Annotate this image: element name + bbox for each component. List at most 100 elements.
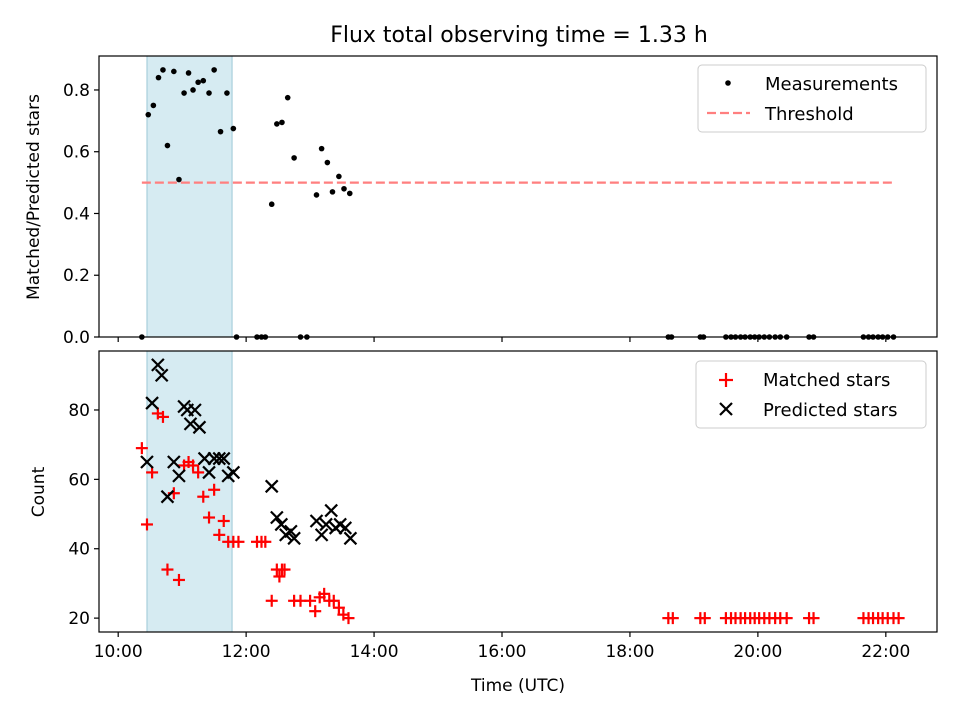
bottom-y-tick-label: 80 <box>68 401 90 421</box>
top-plot-frame <box>98 55 938 338</box>
matched-star-point <box>140 518 153 531</box>
predicted-star-point <box>167 455 181 469</box>
predicted-star-point <box>226 465 241 480</box>
legend-measurements-marker <box>725 80 731 86</box>
measurement-point <box>185 70 192 76</box>
predicted-star-point <box>284 524 298 539</box>
legend-predicted-label: Predicted stars <box>763 400 897 421</box>
top-legend: Measurements Threshold <box>697 64 927 133</box>
measurement-point <box>160 67 166 73</box>
measurement-point <box>150 102 157 109</box>
predicted-star-point <box>319 517 333 532</box>
matched-star-point <box>304 594 317 607</box>
predicted-star-point <box>343 531 358 546</box>
matched-star-point <box>161 563 174 576</box>
measurement-point <box>346 190 353 197</box>
predicted-star-point <box>287 531 301 546</box>
legend-measurements-label: Measurements <box>765 74 898 95</box>
measurement-point <box>176 176 182 183</box>
measurement-point <box>274 121 280 127</box>
matched-star-points <box>135 407 905 625</box>
predicted-star-point <box>188 403 202 417</box>
matched-star-point <box>135 442 148 455</box>
predicted-star-point <box>183 417 198 431</box>
measurement-point <box>268 201 275 208</box>
x-tick-label: 10:00 <box>94 642 143 662</box>
predicted-star-point <box>207 451 221 466</box>
predicted-star-point <box>338 521 353 535</box>
top-y-tick-label: 0.8 <box>63 81 90 101</box>
matched-star-point <box>780 612 793 625</box>
matched-star-point <box>892 612 905 625</box>
matched-star-point <box>208 483 221 496</box>
x-tick-label: 20:00 <box>733 642 782 662</box>
matched-star-point <box>197 490 210 503</box>
measurement-point <box>329 189 336 195</box>
measurement-point <box>291 155 297 161</box>
legend-predicted-marker <box>719 402 733 416</box>
bottom-y-tick-label: 40 <box>68 540 90 560</box>
matched-star-point <box>327 594 340 607</box>
bottom-y-axis-label: Count <box>29 466 49 517</box>
predicted-star-point <box>274 517 289 532</box>
predicted-star-point <box>192 420 207 435</box>
predicted-star-point <box>172 469 186 483</box>
top-panel: 0.00.20.40.60.8 Matched/Predicted stars … <box>24 55 938 348</box>
top-y-axis-label: Matched/Predicted stars <box>24 94 44 300</box>
predicted-star-point <box>140 455 154 469</box>
bottom-legend: Matched stars Predicted stars <box>695 360 927 429</box>
matched-star-point <box>203 511 216 524</box>
matched-star-point <box>217 514 230 527</box>
legend-threshold-label: Threshold <box>764 104 854 125</box>
measurement-point <box>206 90 212 96</box>
predicted-star-point <box>264 479 279 494</box>
matched-star-point <box>265 594 278 607</box>
matched-star-point <box>259 535 272 548</box>
chart-title: Flux total observing time = 1.33 h <box>330 23 708 48</box>
measurement-point <box>164 142 171 149</box>
measurement-point <box>171 68 177 75</box>
bottom-plot-frame <box>98 350 938 633</box>
matched-star-point <box>666 612 679 625</box>
bottom-x-axis: 10:00 12:00 14:00 16:00 18:00 20:00 22:00 <box>94 632 910 662</box>
measurement-point <box>284 94 291 101</box>
matched-star-point <box>156 410 169 423</box>
measurement-point <box>336 173 342 180</box>
predicted-star-point <box>151 358 165 372</box>
measurement-point <box>324 159 331 166</box>
top-y-tick-label: 0.4 <box>63 204 90 224</box>
matched-star-point <box>273 570 286 583</box>
matched-star-point <box>807 612 820 625</box>
predicted-star-point <box>202 465 216 480</box>
bottom-legend-box <box>695 360 927 429</box>
top-y-tick-label: 0.0 <box>63 328 90 348</box>
matched-star-point <box>318 587 331 600</box>
measurement-point <box>145 111 152 118</box>
predicted-star-point <box>309 514 324 528</box>
bottom-y-tick-label: 60 <box>68 470 90 490</box>
measurement-point <box>211 67 217 73</box>
matched-star-point <box>172 573 185 586</box>
measurement-point <box>230 125 237 132</box>
x-axis-label: Time (UTC) <box>470 676 565 696</box>
matched-star-point <box>342 612 355 625</box>
predicted-star-point <box>154 368 169 383</box>
x-tick-label: 22:00 <box>861 642 910 662</box>
measurement-point <box>155 74 162 81</box>
top-highlight-span <box>146 55 233 338</box>
top-y-tick-label: 0.2 <box>63 266 90 286</box>
measurement-point <box>341 185 347 192</box>
bottom-panel: 10:00 12:00 14:00 16:00 18:00 20:00 22:00 20 40… <box>29 350 938 696</box>
predicted-star-point <box>145 396 159 410</box>
top-legend-box <box>697 64 927 133</box>
legend-matched-marker <box>719 373 733 387</box>
matched-star-point <box>232 535 245 548</box>
predicted-star-point <box>197 451 212 466</box>
measurement-point <box>279 119 285 126</box>
predicted-star-point <box>324 503 338 518</box>
matched-star-point <box>332 601 345 614</box>
measurement-point <box>313 192 320 198</box>
x-tick-label: 12:00 <box>222 642 271 662</box>
matched-star-point <box>309 605 322 618</box>
